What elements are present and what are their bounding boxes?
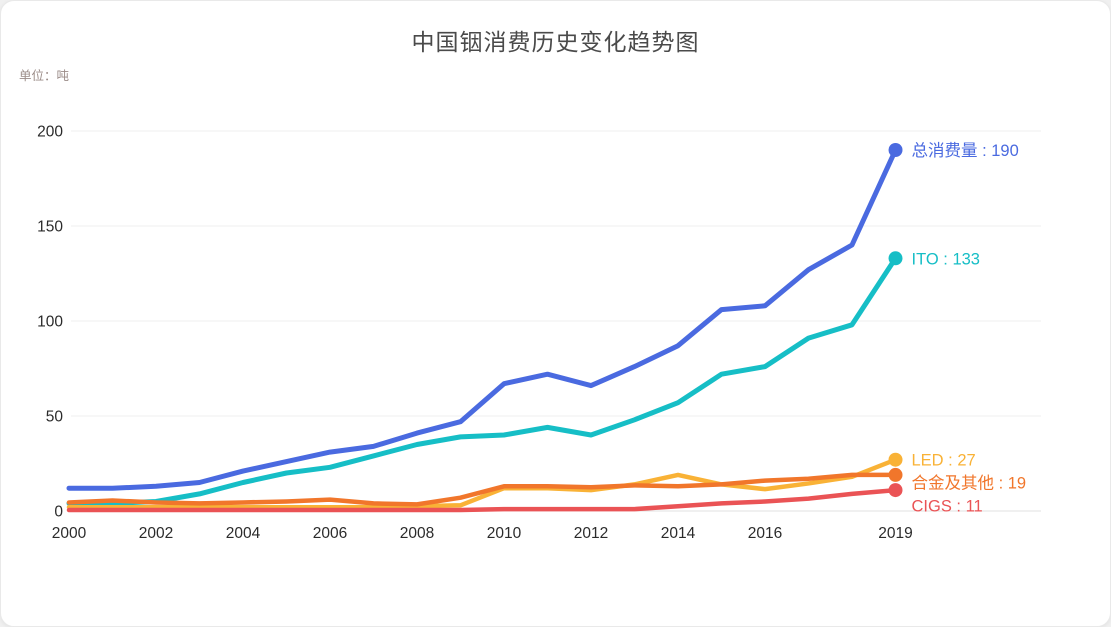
series-line-led[interactable] <box>66 457 898 510</box>
y-axis-tick-label: 50 <box>46 409 64 426</box>
series-line-ito[interactable] <box>66 255 898 506</box>
series-end-dot-cigs[interactable] <box>888 483 903 498</box>
series-end-label-total: 总消费量 : 190 <box>912 141 1019 160</box>
series-end-dot-ito[interactable] <box>888 251 903 266</box>
x-axis-tick-label: 2010 <box>487 525 522 542</box>
x-axis-tick-label: 2012 <box>574 525 608 542</box>
series-end-dot-alloy-others[interactable] <box>888 467 903 482</box>
series-end-label-cigs: CIGS : 11 <box>912 498 983 516</box>
series-line-cigs[interactable] <box>66 487 898 513</box>
unit-label: 单位：吨 <box>19 69 70 83</box>
y-axis-tick-label: 200 <box>37 124 63 141</box>
series-end-dot-led[interactable] <box>888 452 903 467</box>
series-line-total[interactable] <box>66 147 898 491</box>
x-axis-tick-label: 2014 <box>661 525 696 542</box>
x-axis-tick-label: 2016 <box>748 525 782 542</box>
x-axis-tick-label: 2004 <box>226 525 261 542</box>
series-end-dot-total[interactable] <box>888 143 903 157</box>
x-axis-tick-label: 2008 <box>400 525 434 542</box>
x-axis-tick-label: 2000 <box>52 525 87 542</box>
x-axis-tick-label: 2019 <box>878 525 912 542</box>
y-axis-tick-label: 100 <box>37 314 63 331</box>
y-axis-tick-label: 150 <box>37 219 63 236</box>
series-end-label-alloy-others: 合金及其他 : 19 <box>912 474 1027 493</box>
x-axis-tick-label: 2006 <box>313 525 347 542</box>
series-end-label-ito: ITO : 133 <box>912 250 980 268</box>
x-axis-tick-label: 2002 <box>139 525 173 542</box>
series-line-alloy-others[interactable] <box>66 472 898 507</box>
chart-title: 中国铟消费历史变化趋势图 <box>411 29 700 55</box>
y-axis-tick-label: 0 <box>54 504 63 521</box>
series-end-label-led: LED : 27 <box>912 452 976 470</box>
